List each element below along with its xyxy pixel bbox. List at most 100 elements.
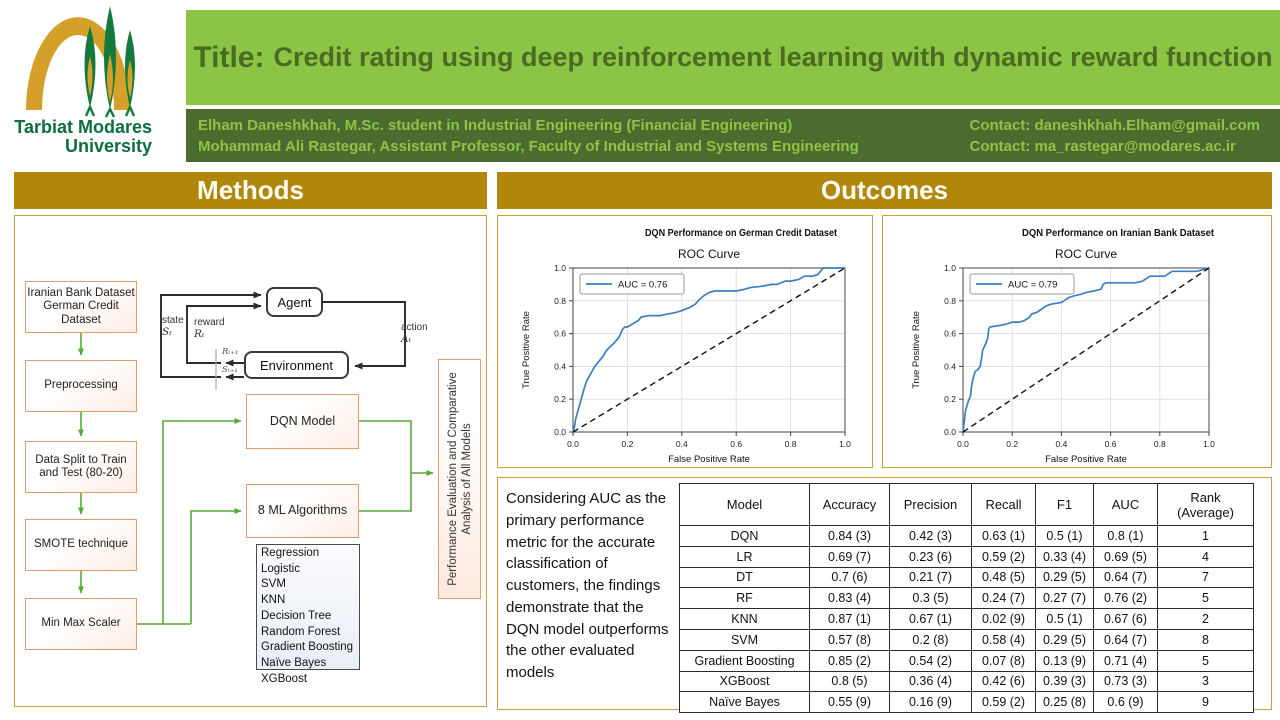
- y-tick-label: 0.6: [554, 329, 566, 339]
- roc-chart-panel-iranian: 0.0 0.2 0.4 0.6 0.8 1.0 0.0 0.2 0.4 0.6 0.8 1.0 DQN …: [882, 215, 1272, 468]
- value-cell: 0.5 (1): [1035, 608, 1094, 630]
- y-tick-label: 0.0: [554, 427, 566, 437]
- findings-summary: Considering AUC as the primary performan…: [506, 490, 669, 681]
- value-cell: 0.29 (5): [1035, 566, 1094, 589]
- x-tick-label: 1.0: [1203, 439, 1215, 449]
- algorithm-item: Random Forest: [261, 625, 341, 638]
- university-logo: [26, 6, 136, 118]
- plot-frame: [962, 267, 1210, 433]
- flow-box-smote: SMOTE technique: [25, 519, 137, 571]
- chart-title: ROC Curve: [1055, 247, 1117, 261]
- model-cell: DQN: [679, 525, 810, 547]
- value-cell: 0.64 (7): [1093, 566, 1158, 589]
- model-cell: LR: [679, 545, 810, 568]
- title-prefix: Title:: [193, 40, 265, 74]
- roc-chart-panel-german: 0.0 0.2 0.4 0.6 0.8 1.0 0.0 0.2 0.4 0.6 0.8 1.0 DQN …: [497, 215, 873, 468]
- value-cell: 0.13 (9): [1035, 649, 1094, 672]
- model-cell: SVM: [679, 628, 810, 651]
- plot-frame: [572, 267, 846, 433]
- value-cell: 0.23 (6): [889, 545, 972, 568]
- flow-box-datasets: Iranian Bank Dataset German Credit Datas…: [25, 281, 137, 333]
- value-cell: 0.59 (2): [971, 545, 1036, 568]
- chart-supertitle: DQN Performance on German Credit Dataset: [645, 227, 837, 239]
- logo-tree-trunks: [84, 104, 136, 118]
- authors-column: Elham Daneshkhah, M.Sc. student in Indus…: [198, 115, 859, 157]
- column-header: Recall: [971, 483, 1036, 526]
- table-row: KNN 0.87 (1) 0.67 (1) 0.02 (9) 0.5 (1) 0.67 (…: [679, 608, 1254, 630]
- value-cell: 0.76 (2): [1093, 587, 1158, 610]
- y-axis-label: True Positive Rate: [911, 311, 922, 389]
- value-cell: 0.8 (5): [809, 670, 890, 693]
- model-cell: KNN: [679, 608, 810, 630]
- algorithm-item: Naïve Bayes: [261, 656, 327, 669]
- value-cell: 0.5 (1): [1035, 525, 1094, 547]
- rl-reward-label: reward Rₜ: [194, 317, 225, 340]
- state-text: state: [162, 315, 184, 326]
- legend-label: AUC = 0.79: [1008, 280, 1057, 291]
- value-cell: 0.6 (9): [1093, 691, 1158, 714]
- x-tick-label: 0.8: [1154, 439, 1166, 449]
- value-cell: 5: [1157, 587, 1254, 610]
- value-cell: 0.54 (2): [889, 649, 972, 672]
- value-cell: 2: [1157, 608, 1254, 630]
- logo-drop-right: [127, 60, 133, 98]
- rl-state-label: state Sₜ: [162, 315, 184, 338]
- algorithm-item: Gradient Boosting: [261, 641, 354, 654]
- x-axis-label: False Positive Rate: [1045, 454, 1127, 465]
- y-tick-label: 0.6: [944, 329, 956, 339]
- university-name-line2: University: [64, 136, 152, 156]
- flow-box-ml-algorithms: 8 ML Algorithms: [246, 484, 359, 538]
- table-row: Naïve Bayes 0.55 (9) 0.16 (9) 0.59 (2) 0.25 …: [679, 691, 1254, 714]
- x-tick-label: 0.4: [676, 439, 688, 449]
- reward-symbol: Rₜ: [194, 328, 205, 340]
- rl-environment-box: Environment: [244, 351, 349, 379]
- value-cell: 0.67 (6): [1093, 608, 1158, 630]
- algorithm-item: Regression Logistic: [261, 547, 320, 575]
- results-table: Model Accuracy Precision Recall F1 AUC Rank (A…: [679, 483, 1254, 714]
- logo-drop-left: [87, 56, 93, 96]
- value-cell: 0.55 (9): [809, 691, 890, 714]
- authors-bar: Elham Daneshkhah, M.Sc. student in Indus…: [186, 109, 1280, 162]
- value-cell: 0.84 (3): [809, 525, 890, 547]
- y-tick-label: 0.8: [944, 296, 956, 306]
- value-cell: 0.39 (3): [1035, 670, 1094, 693]
- x-tick-label: 0.2: [621, 439, 633, 449]
- value-cell: 4: [1157, 545, 1254, 568]
- value-cell: 0.57 (8): [809, 628, 890, 651]
- column-header: F1: [1035, 483, 1094, 526]
- value-cell: 0.8 (1): [1093, 525, 1158, 547]
- contacts-column: Contact: daneshkhah.Elham@gmail.com Cont…: [969, 115, 1260, 157]
- value-cell: 0.02 (9): [971, 608, 1036, 630]
- value-cell: 0.7 (6): [809, 566, 890, 589]
- value-cell: 0.2 (8): [889, 628, 972, 651]
- value-cell: 0.25 (8): [1035, 691, 1094, 714]
- y-tick-label: 0.0: [944, 427, 956, 437]
- table-row: DQN 0.84 (3) 0.42 (3) 0.63 (1) 0.5 (1) 0.8 (1…: [679, 525, 1254, 547]
- flow-connectors: [78, 291, 434, 625]
- logo-block: Tarbiat Modares University: [0, 0, 186, 168]
- flow-box-dqn-model: DQN Model: [246, 394, 359, 449]
- y-tick-label: 0.4: [944, 361, 956, 371]
- y-tick-label: 1.0: [944, 263, 956, 273]
- table-header-row: Model Accuracy Precision Recall F1 AUC Rank (A…: [679, 483, 1254, 526]
- legend-box: [969, 273, 1075, 295]
- x-tick-label: 1.0: [839, 439, 851, 449]
- value-cell: 0.07 (8): [971, 649, 1036, 672]
- value-cell: 3: [1157, 670, 1254, 693]
- value-cell: 0.33 (4): [1035, 545, 1094, 568]
- table-row: SVM 0.57 (8) 0.2 (8) 0.58 (4) 0.29 (5) 0.64 (…: [679, 628, 1254, 651]
- value-cell: 0.16 (9): [889, 691, 972, 714]
- model-cell: XGBoost: [679, 670, 810, 693]
- algorithm-item: Decision Tree: [261, 609, 332, 622]
- evaluation-box-label: Performance Evaluation and Comparative A…: [446, 372, 473, 586]
- chart-supertitle: DQN Performance on Iranian Bank Dataset: [1022, 227, 1214, 239]
- y-tick-label: 0.4: [554, 361, 566, 371]
- value-cell: 1: [1157, 525, 1254, 547]
- rl-next-state-label: Sₜ₊₁: [222, 365, 238, 375]
- value-cell: 0.27 (7): [1035, 587, 1094, 610]
- y-axis-label: True Positive Rate: [521, 311, 532, 389]
- outcomes-section-title: Outcomes: [820, 175, 949, 205]
- contact-line-2: Contact: ma_rastegar@modares.ac.ir: [969, 137, 1236, 155]
- x-tick-label: 0.0: [567, 439, 579, 449]
